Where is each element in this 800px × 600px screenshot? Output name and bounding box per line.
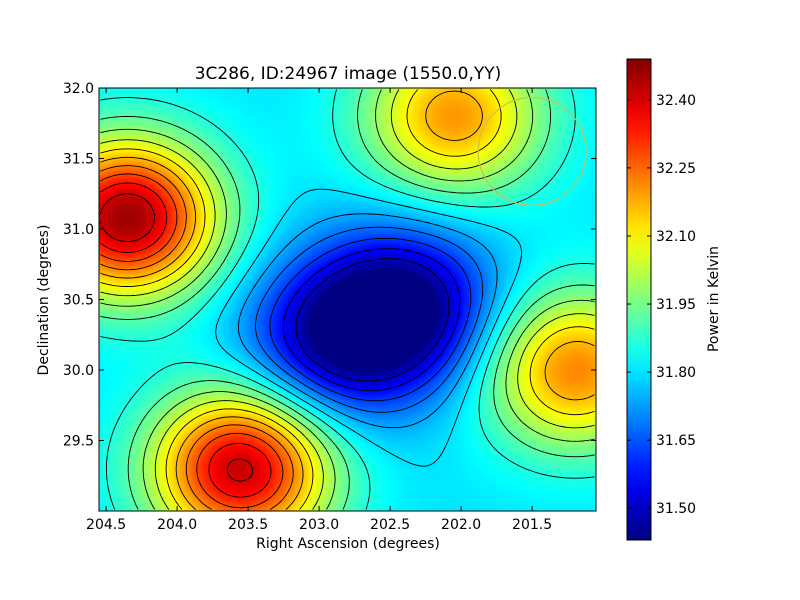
x-tick-label: 201.5 [512, 517, 552, 533]
colorbar-tick-label: 31.95 [656, 297, 696, 313]
y-tick-label: 31.5 [63, 152, 94, 168]
colorbar-tick-label: 31.50 [656, 501, 696, 517]
y-tick-label: 30.0 [63, 363, 94, 379]
y-axis-label: Declination (degrees) [36, 225, 52, 376]
colorbar-tick-label: 31.65 [656, 433, 696, 449]
x-axis-label: Right Ascension (degrees) [256, 536, 440, 552]
y-axis-ticks: 29.5 30.0 30.5 31.0 31.5 32.0 [63, 81, 596, 450]
x-axis-ticks: 204.5 204.0 203.5 203.0 202.5 202.0 201.5 [86, 88, 552, 533]
y-tick-label: 31.0 [63, 222, 94, 238]
colorbar-ticks: 31.50 31.65 31.80 31.95 32.10 32.25 32.40 [627, 93, 696, 517]
x-tick-label: 203.5 [228, 517, 268, 533]
marker-circle [477, 96, 587, 207]
plot-area [98, 87, 597, 512]
colorbar: 31.50 31.65 31.80 31.95 32.10 32.25 32.40 Powe… [626, 58, 722, 541]
x-tick-label: 204.0 [157, 517, 197, 533]
colorbar-gradient [626, 58, 652, 541]
heatmap-image [99, 88, 596, 511]
colorbar-tick-label: 32.25 [656, 161, 696, 177]
y-tick-label: 32.0 [63, 81, 94, 97]
contour-lines [100, 89, 595, 510]
y-tick-label: 29.5 [63, 434, 94, 450]
x-tick-label: 204.5 [86, 517, 126, 533]
y-tick-label: 30.5 [63, 293, 94, 309]
colorbar-tick-label: 32.40 [656, 93, 696, 109]
x-tick-label: 202.0 [441, 517, 481, 533]
colorbar-tick-label: 32.10 [656, 229, 696, 245]
x-tick-label: 203.0 [299, 517, 339, 533]
contour-path [100, 89, 595, 510]
colorbar-label: Power in Kelvin [706, 246, 722, 352]
x-tick-label: 202.5 [370, 517, 410, 533]
chart-title: 3C286, ID:24967 image (1550.0,YY) [195, 64, 502, 84]
colorbar-tick-label: 31.80 [656, 365, 696, 381]
